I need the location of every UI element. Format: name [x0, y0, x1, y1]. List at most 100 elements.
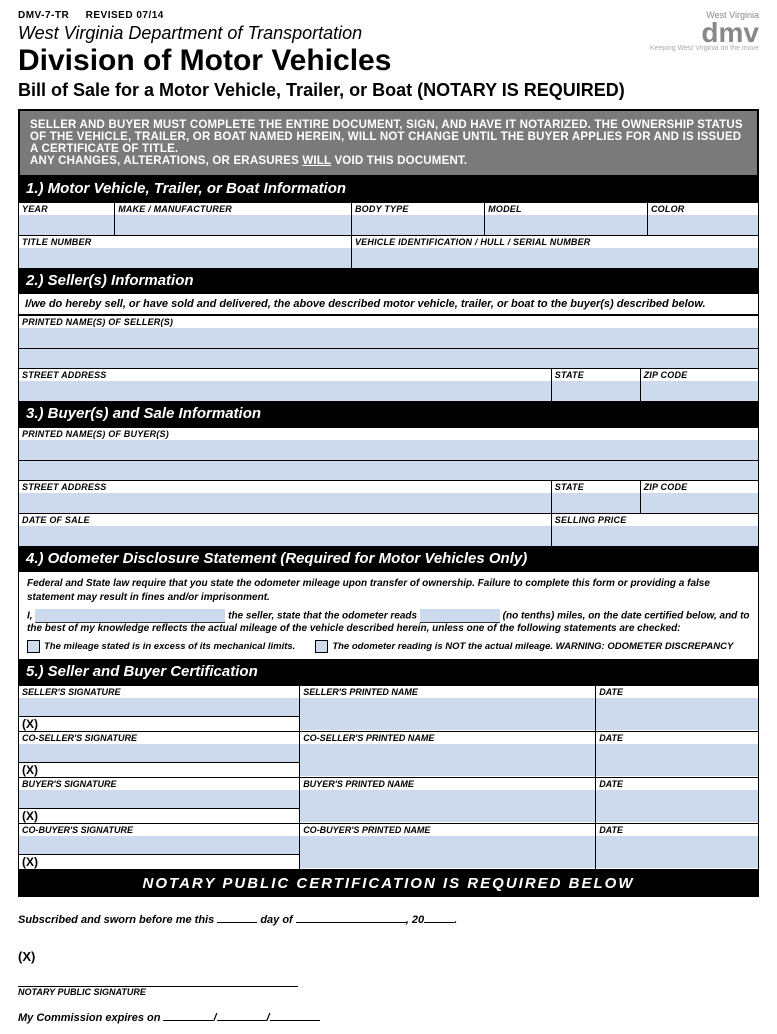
seller-state-input[interactable] [552, 381, 640, 401]
body-input[interactable] [352, 215, 484, 235]
buyer-state-label: STATE [552, 481, 640, 493]
section4-header: 4.) Odometer Disclosure Statement (Requi… [18, 547, 759, 572]
sig-input-1[interactable] [19, 744, 299, 762]
sig-input-2[interactable] [19, 790, 299, 808]
odometer-seller-blank[interactable] [35, 609, 225, 623]
checkbox-notactual[interactable] [315, 640, 328, 653]
seller-state-label: STATE [552, 369, 640, 381]
sig-x-1: (X) [19, 762, 299, 777]
name-input-1[interactable] [300, 744, 595, 776]
buyer-state-input[interactable] [552, 493, 640, 513]
department-name: West Virginia Department of Transportati… [18, 23, 391, 44]
date-input-0[interactable] [596, 698, 758, 730]
notary-sworn: Subscribed and sworn before me this day … [18, 911, 759, 926]
date-label-0: DATE [596, 686, 758, 698]
year-label: YEAR [19, 203, 114, 215]
sig-input-0[interactable] [19, 698, 299, 716]
year-input[interactable] [19, 215, 114, 235]
odometer-reads: the seller, state that the odometer read… [225, 611, 420, 622]
body-label: BODY TYPE [352, 203, 484, 215]
section3-header: 3.) Buyer(s) and Sale Information [18, 402, 759, 427]
date-label-1: DATE [596, 732, 758, 744]
name-label-0: SELLER'S PRINTED NAME [300, 686, 595, 698]
sworn-year-blank[interactable] [424, 911, 454, 923]
instructions-underline: WILL [302, 155, 331, 167]
notary-banner: NOTARY PUBLIC CERTIFICATION IS REQUIRED … [18, 870, 759, 897]
sworn-month-blank[interactable] [296, 911, 406, 923]
buyer-name-input2[interactable] [19, 460, 758, 480]
odometer-text1: Federal and State law require that you s… [18, 572, 759, 607]
titleno-input[interactable] [19, 248, 351, 268]
signature-table: SELLER'S SIGNATURE (X) SELLER'S PRINTED N… [18, 685, 759, 870]
buyer-name-label: PRINTED NAME(S) OF BUYER(S) [19, 428, 758, 440]
section1-header: 1.) Motor Vehicle, Trailer, or Boat Info… [18, 177, 759, 202]
seller-name-input2[interactable] [19, 348, 758, 368]
section2-header: 2.) Seller(s) Information [18, 269, 759, 294]
buyer-street-input[interactable] [19, 493, 551, 513]
section3-table: PRINTED NAME(S) OF BUYER(S) STREET ADDRE… [18, 427, 759, 547]
name-input-2[interactable] [300, 790, 595, 822]
comm-blank2[interactable] [217, 1009, 267, 1021]
color-input[interactable] [648, 215, 758, 235]
color-label: COLOR [648, 203, 758, 215]
sig-label-3: CO-BUYER'S SIGNATURE [19, 824, 299, 836]
sig-x-3: (X) [19, 854, 299, 869]
comm-blank1[interactable] [163, 1009, 213, 1021]
instructions-line2a: ANY CHANGES, ALTERATIONS, OR ERASURES [30, 155, 302, 167]
instructions-line2c: VOID THIS DOCUMENT. [331, 155, 467, 167]
buyer-zip-label: ZIP CODE [641, 481, 758, 493]
odometer-miles-blank[interactable] [420, 609, 500, 623]
odometer-i: I, [27, 611, 35, 622]
buyer-zip-input[interactable] [641, 493, 758, 513]
titleno-label: TITLE NUMBER [19, 236, 351, 248]
notary-sig-label: NOTARY PUBLIC SIGNATURE [18, 987, 759, 997]
form-code: DMV-7-TR [18, 10, 69, 21]
form-subtitle: Bill of Sale for a Motor Vehicle, Traile… [18, 80, 759, 101]
checkbox-excess[interactable] [27, 640, 40, 653]
logo-text: dmv [650, 20, 759, 45]
seller-name-input[interactable] [19, 328, 758, 348]
checkbox-notactual-label: The odometer reading is NOT the actual m… [332, 641, 733, 652]
price-input[interactable] [552, 526, 758, 546]
seller-street-input[interactable] [19, 381, 551, 401]
comm-blank3[interactable] [270, 1009, 320, 1021]
seller-zip-label: ZIP CODE [641, 369, 758, 381]
sig-input-3[interactable] [19, 836, 299, 854]
date-label-2: DATE [596, 778, 758, 790]
make-input[interactable] [115, 215, 351, 235]
date-sale-input[interactable] [19, 526, 551, 546]
vin-input[interactable] [352, 248, 758, 268]
commission-text: My Commission expires on [18, 1012, 163, 1024]
sworn-text1: Subscribed and sworn before me this [18, 914, 217, 926]
date-input-2[interactable] [596, 790, 758, 822]
buyer-name-input[interactable] [19, 440, 758, 460]
sig-x-2: (X) [19, 808, 299, 823]
section1-table: YEAR MAKE / MANUFACTURER BODY TYPE MODEL… [18, 202, 759, 269]
notary-x-mark: (X) [18, 949, 35, 964]
name-input-0[interactable] [300, 698, 595, 730]
sig-label-0: SELLER'S SIGNATURE [19, 686, 299, 698]
name-label-2: BUYER'S PRINTED NAME [300, 778, 595, 790]
date-input-3[interactable] [596, 836, 758, 868]
buyer-street-label: STREET ADDRESS [19, 481, 551, 493]
commission-line: My Commission expires on // [18, 1009, 759, 1024]
name-label-3: CO-BUYER'S PRINTED NAME [300, 824, 595, 836]
section5-header: 5.) Seller and Buyer Certification [18, 660, 759, 685]
sworn-day-blank[interactable] [217, 911, 257, 923]
model-input[interactable] [485, 215, 647, 235]
division-title: Division of Motor Vehicles [18, 44, 391, 78]
sworn-text2: day of [257, 914, 296, 926]
seller-zip-input[interactable] [641, 381, 758, 401]
date-input-1[interactable] [596, 744, 758, 776]
sworn-text3: , 20 [406, 914, 424, 926]
make-label: MAKE / MANUFACTURER [115, 203, 351, 215]
dmv-logo: West Virginia dmv Keeping West Virginia … [650, 10, 759, 52]
odometer-checkboxes: The mileage stated is in excess of its m… [18, 636, 759, 660]
model-label: MODEL [485, 203, 647, 215]
name-label-1: CO-SELLER'S PRINTED NAME [300, 732, 595, 744]
date-sale-label: DATE OF SALE [19, 514, 551, 526]
instructions-box: SELLER AND BUYER MUST COMPLETE THE ENTIR… [18, 109, 759, 177]
sig-x-0: (X) [19, 716, 299, 731]
name-input-3[interactable] [300, 836, 595, 868]
instructions-line1: SELLER AND BUYER MUST COMPLETE THE ENTIR… [30, 119, 743, 155]
